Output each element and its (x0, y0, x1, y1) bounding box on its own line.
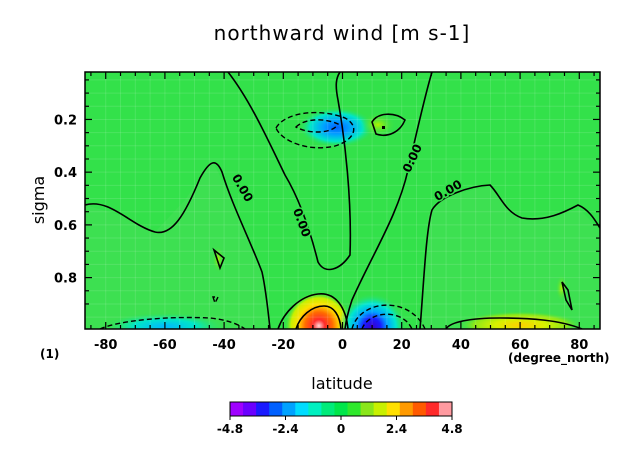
colorbar-swatch (386, 402, 401, 416)
colorbar-swatch (282, 402, 296, 416)
y-axis-label: sigma (29, 176, 48, 224)
contour-eq-pos (277, 293, 349, 329)
contour-sh-small-neg (212, 296, 220, 305)
colorbar-tick-label: -2.4 (272, 422, 298, 436)
colorbar-swatch (243, 402, 257, 416)
upper-pos-dot (382, 126, 385, 129)
x-tick-label: -40 (212, 338, 236, 353)
chart-title: northward wind [m s-1] (214, 21, 471, 45)
axis-ticks (85, 72, 600, 329)
anomaly-negative-4 (102, 312, 227, 329)
x-tick-label: 60 (511, 338, 529, 353)
colorbar-swatch (425, 402, 440, 416)
corner-label: (1) (40, 347, 59, 361)
colorbar-swatch (295, 402, 309, 416)
x-tick-label: 0 (338, 338, 347, 353)
y-tick-label: 0.2 (54, 113, 77, 128)
plot-area: 0.000.000.000.00 (85, 72, 600, 329)
contour-eq-pos-inner (295, 305, 342, 329)
colorbar: -4.8 -2.4 0 2.4 4.8 (217, 401, 463, 436)
x-tick-label: 20 (393, 338, 411, 353)
colorbar-swatch (438, 402, 453, 416)
colorbar-tick-labels: -4.8 -2.4 0 2.4 4.8 (217, 416, 463, 436)
contour-lines (85, 72, 600, 329)
grid-lines (85, 72, 600, 329)
shaded-regions (85, 160, 600, 329)
colorbar-swatch (269, 402, 283, 416)
x-tick-labels: -80 -60 -40 -20 0 20 40 60 80 (94, 338, 588, 353)
x-unit-label: (degree_north) (508, 351, 609, 366)
contour-up-pos (371, 113, 406, 136)
colorbar-swatch (308, 402, 322, 416)
colorbar-tick-label: 4.8 (441, 422, 462, 436)
contour-lines-negative (99, 111, 426, 329)
contour-zero-east (419, 184, 600, 329)
colorbar-swatch (334, 402, 349, 416)
contour-zero-upper-west (227, 72, 352, 271)
contour-sh-neg (99, 316, 246, 329)
anomaly-positive-3 (360, 112, 397, 137)
y-tick-labels: 0.2 0.4 0.6 0.8 (54, 113, 77, 286)
contour-nh-small (561, 281, 573, 311)
x-tick-label: 40 (452, 338, 470, 353)
colorbar-swatch (230, 402, 244, 416)
colorbar-swatch (256, 402, 270, 416)
contour-eq-neg-outer (351, 304, 426, 329)
y-tick-label: 0.4 (54, 166, 77, 181)
contour-up-neg-outer (275, 111, 355, 149)
contour-nh-pos (445, 317, 583, 329)
y-tick-label: 0.6 (54, 219, 77, 234)
colorbar-tick-label: 0 (337, 422, 345, 436)
anomaly-negative-1 (338, 289, 407, 329)
contour-sh-small (212, 247, 225, 271)
x-tick-label: 80 (570, 338, 588, 353)
anomaly-negative-2 (298, 107, 375, 148)
x-tick-label: -60 (153, 338, 177, 353)
colorbar-swatch (360, 402, 375, 416)
anomaly-fills (102, 107, 583, 329)
y-tick-label: 0.8 (54, 272, 77, 287)
colorbar-swatch (373, 402, 388, 416)
contour-up-neg-inner (294, 119, 339, 133)
colorbar-tick-label: 2.4 (386, 422, 407, 436)
colorbar-swatch (412, 402, 427, 416)
colorbar-swatch (399, 402, 414, 416)
contour-eq-neg-inner (361, 313, 413, 329)
x-tick-label: -20 (272, 338, 296, 353)
contour-zero-upper-east (344, 72, 433, 329)
colorbar-swatch (321, 402, 335, 416)
colorbar-swatches (230, 402, 453, 416)
anomaly-positive-5 (458, 311, 583, 329)
x-tick-label: -80 (94, 338, 118, 353)
contour-zero-west (85, 162, 271, 329)
colorbar-swatch (347, 402, 362, 416)
x-axis-label: latitude (311, 374, 372, 393)
colorbar-tick-label: -4.8 (217, 422, 243, 436)
